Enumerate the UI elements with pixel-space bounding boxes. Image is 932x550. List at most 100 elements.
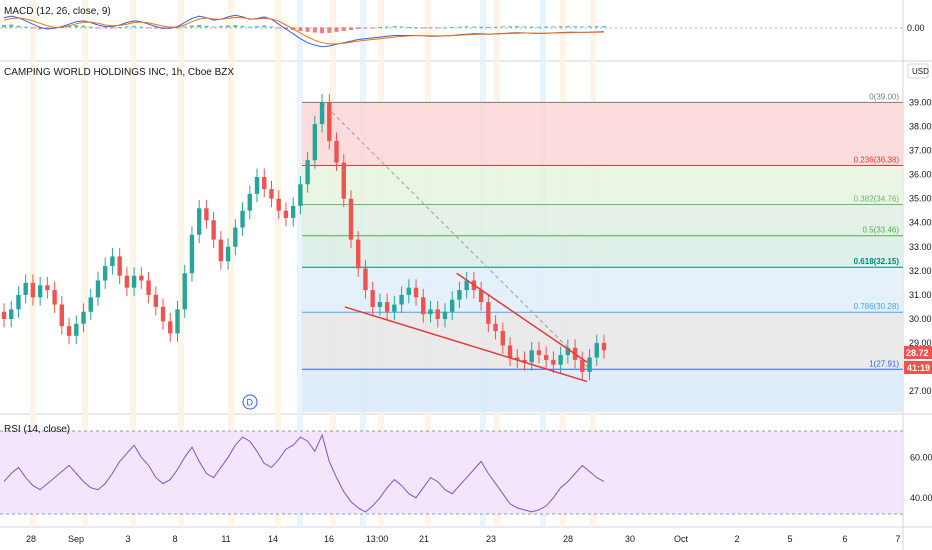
candle-body (290, 205, 296, 218)
macd-histogram-bar (421, 27, 426, 29)
candle-body (30, 282, 36, 298)
macd-line (3, 14, 605, 48)
macd-histogram-bar (132, 26, 137, 28)
time-tick-label: Sep (68, 534, 84, 544)
macd-histogram-bar (508, 26, 513, 28)
price-tick-label: 31.00 (909, 290, 932, 300)
candle-body (103, 266, 108, 281)
macd-histogram-bar (276, 27, 281, 29)
candle-body (319, 102, 325, 125)
macd-histogram-bar (529, 26, 534, 28)
candle-body (269, 189, 274, 199)
macd-histogram-bar (81, 25, 86, 28)
macd-histogram-bar (536, 26, 541, 28)
macd-histogram-bar (283, 27, 288, 29)
macd-histogram-bar (363, 27, 368, 29)
price-tick-label: 29.00 (909, 338, 932, 348)
candle-body (124, 275, 130, 288)
candle-body (189, 234, 195, 274)
macd-histogram-bar (377, 27, 382, 29)
macd-histogram-bar (399, 26, 404, 28)
time-tick-label: 28 (26, 534, 36, 544)
candle-body (507, 345, 513, 358)
price-tick-label: 27.00 (909, 386, 932, 396)
macd-histogram-bar (124, 26, 129, 28)
wedge-pattern-lines[interactable] (344, 272, 588, 383)
time-tick-label: 11 (221, 534, 230, 544)
price-tick-label: 30.00 (909, 314, 932, 324)
macd-histogram-bar (2, 24, 6, 28)
candle-body (348, 198, 354, 240)
macd-histogram-bar (103, 27, 108, 29)
last-price-badge: 28.72 41:19 (904, 346, 932, 374)
macd-histogram-bar (226, 25, 231, 28)
candle-body (406, 287, 412, 295)
macd-histogram-bar (45, 27, 50, 29)
rsi-tick-label: 40.00 (910, 493, 932, 503)
macd-histogram-bar (442, 27, 447, 29)
fib-level-label: 0.236(36.38) (854, 155, 900, 164)
macd-histogram-bar (74, 25, 79, 28)
time-tick-label: 14 (268, 534, 278, 544)
highlight-stripe (228, 0, 234, 527)
macd-histogram-bar (305, 27, 310, 32)
fibonacci-retracement[interactable]: 0(39.00) 0.236(36.38) 0.382(34.76) 0.5(33.4… (302, 92, 903, 412)
signal-line (3, 16, 605, 45)
dividend-marker-label: D (247, 398, 254, 408)
fib-level-label: 0.5(33.46) (863, 226, 900, 235)
price-tick-label: 37.00 (909, 146, 932, 156)
candle-body (421, 297, 426, 315)
macd-histogram-bar (450, 27, 455, 29)
macd-histogram-bar (327, 27, 332, 33)
macd-histogram-bar (414, 27, 419, 29)
candle-body (81, 311, 86, 324)
macd-histogram-bar (175, 27, 180, 29)
candle-body (558, 355, 563, 365)
macd-histogram-bar (602, 26, 606, 28)
macd-histogram-bar (211, 26, 216, 28)
highlight-stripe (178, 0, 184, 527)
time-tick-label: 3 (125, 534, 130, 544)
macd-histogram-bar (146, 27, 151, 29)
candle-body (493, 323, 498, 332)
candle-body (312, 124, 318, 161)
last-price-label: 28.72 (906, 348, 929, 358)
fib-level-label: 1(27.91) (869, 359, 899, 368)
candle-body (160, 306, 166, 322)
candle-body (341, 162, 346, 199)
macd-histogram-bar (479, 26, 484, 28)
time-tick-label: 28 (563, 534, 573, 544)
price-panel[interactable]: CAMPING WORLD HOLDINGS INC, 1h, Cboe BZX… (1, 63, 932, 412)
time-tick-label: 30 (625, 534, 635, 544)
candle-body (594, 343, 599, 358)
candle-body (478, 290, 484, 303)
macd-zero-label: 0.00 (907, 23, 925, 33)
macd-histogram-bar (406, 26, 411, 28)
macd-histogram-bar (262, 25, 267, 28)
candle-body (233, 227, 238, 247)
macd-histogram-bar (218, 26, 223, 28)
candle-body (457, 290, 462, 300)
macd-histogram-bar (356, 27, 361, 29)
candle-body (175, 309, 180, 334)
candle-body (1, 311, 7, 319)
macd-histogram-bar (370, 27, 375, 29)
macd-histogram-bar (493, 26, 498, 28)
candle-body (59, 304, 65, 327)
candle-body (377, 302, 383, 307)
fib-level-label: 0.786(30.28) (854, 302, 900, 311)
fib-level-label: 0(39.00) (869, 92, 899, 101)
dividend-marker[interactable]: D (242, 394, 258, 410)
macd-panel: MACD (12, 26, close, 9) 0.00 (0, 6, 925, 48)
candle-body (392, 304, 397, 312)
candle-body (384, 302, 390, 312)
macd-histogram-bar (544, 26, 549, 28)
highlight-stripe (297, 0, 303, 527)
macd-histogram-bar (204, 25, 209, 28)
candle-body (211, 220, 216, 240)
candle-body (74, 323, 79, 336)
candle-body (486, 302, 491, 324)
candle-body (225, 246, 231, 262)
candle-body (334, 140, 339, 163)
